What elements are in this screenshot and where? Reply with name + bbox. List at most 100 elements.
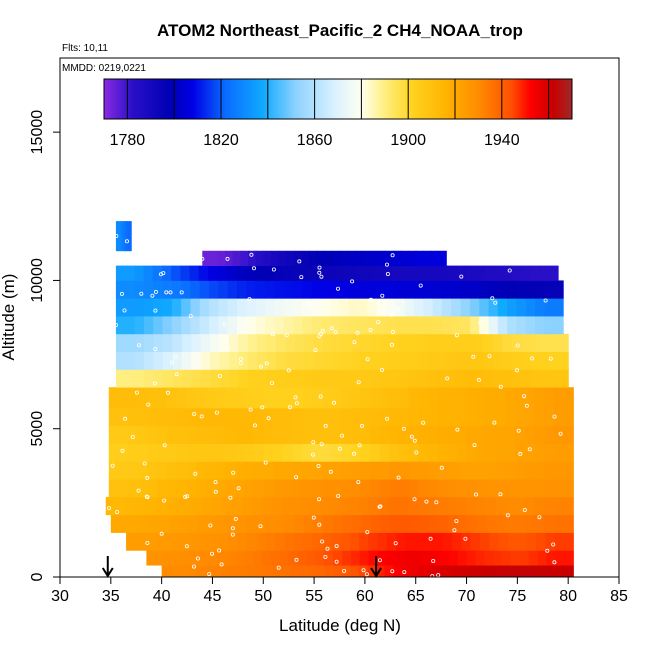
heat-cell bbox=[255, 280, 266, 299]
heat-cell bbox=[237, 298, 247, 317]
heat-cell bbox=[417, 369, 428, 388]
heat-cell bbox=[563, 479, 574, 498]
heat-cell bbox=[282, 425, 294, 444]
heat-cell bbox=[360, 425, 371, 444]
heat-cell bbox=[176, 461, 187, 480]
heat-cell bbox=[235, 265, 246, 281]
sample-point bbox=[217, 373, 222, 378]
heat-cell bbox=[322, 514, 333, 533]
heat-cell bbox=[511, 550, 521, 566]
heat-cell bbox=[285, 333, 296, 352]
heat-cell bbox=[504, 565, 514, 578]
heat-cell bbox=[247, 369, 258, 388]
sample-point bbox=[287, 405, 292, 410]
heat-cell bbox=[417, 333, 428, 352]
heat-cell bbox=[321, 425, 332, 444]
heat-cell bbox=[438, 514, 449, 533]
sample-point bbox=[228, 495, 233, 500]
sample-point bbox=[184, 544, 189, 549]
heat-cell bbox=[414, 316, 424, 335]
heat-cell bbox=[483, 333, 494, 352]
sample-point bbox=[418, 283, 423, 288]
sample-point bbox=[342, 569, 347, 574]
heat-cell bbox=[105, 496, 117, 516]
heat-cell bbox=[436, 351, 447, 370]
heat-cell bbox=[118, 407, 129, 427]
heat-cell bbox=[190, 316, 201, 335]
heat-cell bbox=[263, 265, 274, 281]
heat-cell bbox=[323, 333, 334, 352]
sample-point bbox=[548, 356, 553, 361]
heat-cell bbox=[339, 316, 350, 335]
x-tick-label: 75 bbox=[508, 588, 526, 605]
heat-cell bbox=[358, 316, 369, 335]
sample-point bbox=[107, 506, 112, 511]
heat-cell bbox=[253, 407, 265, 427]
sample-point bbox=[378, 504, 383, 509]
plot-frame bbox=[59, 57, 620, 578]
heat-cell bbox=[224, 461, 236, 480]
heat-cell bbox=[331, 387, 342, 409]
heat-cell bbox=[217, 265, 228, 281]
x-tick-label: 85 bbox=[610, 588, 628, 605]
heat-cell bbox=[108, 479, 120, 498]
sample-point bbox=[445, 376, 450, 381]
heat-cell bbox=[376, 280, 387, 299]
heat-cell bbox=[125, 351, 136, 370]
heat-cell bbox=[205, 461, 216, 480]
heat-cell bbox=[360, 461, 371, 480]
heat-cell bbox=[418, 479, 429, 498]
heat-cell bbox=[219, 351, 230, 370]
heat-cell bbox=[492, 333, 503, 352]
heat-cell bbox=[128, 407, 139, 427]
heat-cell bbox=[257, 333, 268, 352]
heat-cell bbox=[157, 443, 168, 462]
heat-cell bbox=[536, 532, 546, 551]
heat-cell bbox=[294, 369, 305, 388]
heat-cell bbox=[460, 280, 471, 299]
heat-cell bbox=[515, 461, 526, 480]
heat-cell bbox=[351, 514, 362, 533]
heat-cell bbox=[553, 479, 565, 498]
heat-cell bbox=[466, 496, 477, 516]
heat-cell bbox=[495, 407, 507, 427]
heat-cell bbox=[172, 351, 183, 370]
heat-cell bbox=[517, 532, 528, 551]
sample-point bbox=[318, 331, 323, 336]
heat-cell bbox=[186, 407, 197, 427]
sample-point bbox=[114, 233, 119, 238]
sample-point bbox=[320, 539, 325, 544]
heat-cell bbox=[137, 461, 149, 480]
heat-cell bbox=[257, 351, 268, 370]
heat-cell bbox=[348, 280, 359, 299]
heat-cell bbox=[270, 250, 280, 266]
heat-cell bbox=[433, 532, 444, 551]
heat-cell bbox=[437, 479, 449, 498]
heat-cell bbox=[544, 425, 555, 444]
heat-cell bbox=[331, 443, 342, 462]
heat-cell bbox=[385, 250, 394, 266]
heat-cell bbox=[134, 280, 145, 299]
sample-point bbox=[188, 313, 193, 318]
sample-point bbox=[271, 267, 276, 272]
sample-point bbox=[183, 494, 188, 499]
heat-cell bbox=[218, 316, 229, 335]
heat-cell bbox=[336, 265, 347, 281]
heat-cell bbox=[190, 298, 201, 317]
chart-title: ATOM2 Northeast_Pacific_2 CH4_NOAA_trop bbox=[157, 21, 523, 40]
heat-cell bbox=[321, 443, 332, 462]
heat-cell bbox=[320, 316, 331, 335]
sample-point bbox=[376, 320, 381, 325]
heat-cell bbox=[376, 298, 387, 317]
sample-point bbox=[552, 560, 557, 565]
heat-cell bbox=[318, 265, 329, 281]
heat-cell bbox=[331, 532, 341, 551]
heat-cell bbox=[497, 280, 508, 299]
heat-cell bbox=[302, 425, 313, 444]
sample-point bbox=[191, 564, 196, 569]
heat-cell bbox=[263, 443, 274, 462]
heat-cell bbox=[134, 351, 145, 370]
sample-point bbox=[110, 463, 115, 468]
heat-cell bbox=[219, 333, 230, 352]
